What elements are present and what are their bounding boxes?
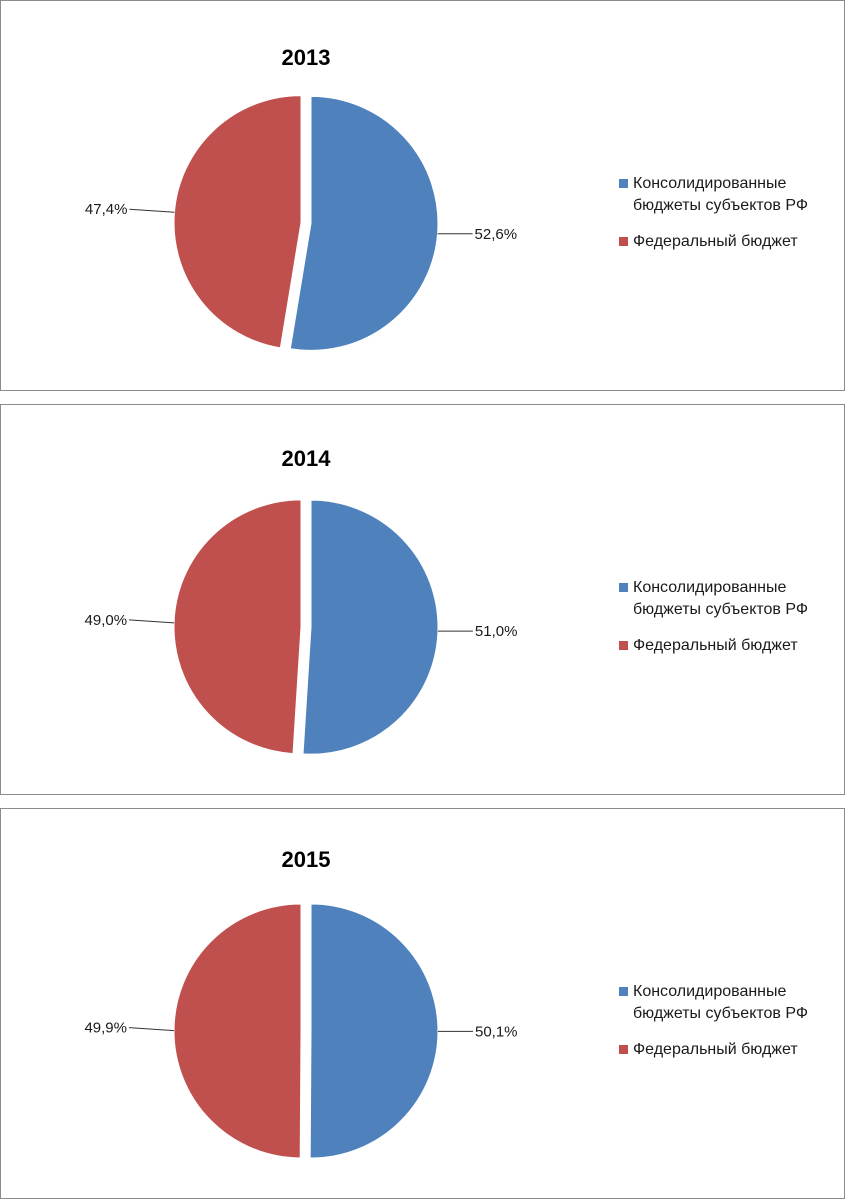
pie-slice-regional [309, 903, 439, 1159]
legend-swatch [619, 237, 628, 246]
legend-label: бюджеты субъектов РФ [633, 197, 809, 214]
legend-item-regional: Консолидированные бюджеты субъектов РФ [619, 173, 808, 217]
legend: Консолидированные бюджеты субъектов РФ Фе… [619, 981, 808, 1075]
legend: Консолидированные бюджеты субъектов РФ Фе… [619, 577, 808, 671]
chart-title: 2013 [281, 45, 331, 70]
pie-svg: 52,6% 47,4% [85, 95, 518, 351]
pie-svg: 50,1% 49,9% [84, 903, 518, 1159]
legend: Консолидированные бюджеты субъектов РФ Фе… [619, 173, 808, 267]
pie-slice-regional [289, 95, 439, 351]
legend-label: бюджеты субъектов РФ [633, 1005, 809, 1022]
legend-swatch [619, 641, 628, 650]
pie-chart-2014: 51,0% 49,0% 2014 Консолидированные бюджеты … [0, 404, 845, 795]
pie-slice-regional [302, 499, 439, 755]
legend-item-regional: Консолидированные бюджеты субъектов РФ [619, 981, 808, 1025]
legend-label: Консолидированные [633, 175, 787, 192]
legend-item-federal: Федеральный бюджет [619, 1039, 808, 1061]
pie-slice-federal [173, 499, 302, 755]
legend-label: бюджеты субъектов РФ [633, 601, 809, 618]
data-label: 47,4% [85, 201, 128, 218]
data-label: 49,9% [84, 1020, 127, 1037]
leader-line [129, 208, 175, 213]
legend-label: Консолидированные [633, 983, 787, 1000]
data-label: 50,1% [475, 1023, 518, 1040]
legend-item-federal: Федеральный бюджет [619, 231, 808, 253]
data-label: 49,0% [85, 612, 128, 629]
leader-line [128, 1027, 175, 1032]
pie-chart-2015: 50,1% 49,9% 2015 Консолидированные бюджеты … [0, 808, 845, 1199]
legend-label: Федеральный бюджет [633, 637, 798, 654]
pie-svg: 51,0% 49,0% [85, 499, 518, 755]
legend-swatch [619, 987, 628, 996]
pie-slice-federal [173, 903, 302, 1159]
data-label: 52,6% [475, 226, 518, 243]
legend-swatch [619, 583, 628, 592]
data-label: 51,0% [475, 623, 518, 640]
chart-title: 2015 [281, 847, 331, 872]
legend-swatch [619, 1045, 628, 1054]
legend-swatch [619, 179, 628, 188]
pie-chart-2013: 52,6% 47,4% 2013 Консолидированные бюджеты … [0, 0, 845, 391]
leader-line [129, 619, 175, 624]
chart-title: 2014 [281, 446, 331, 471]
legend-item-federal: Федеральный бюджет [619, 635, 808, 657]
legend-item-regional: Консолидированные бюджеты субъектов РФ [619, 577, 808, 621]
pie-slice-federal [173, 95, 302, 349]
legend-label: Консолидированные [633, 579, 787, 596]
legend-label: Федеральный бюджет [633, 1041, 798, 1058]
legend-label: Федеральный бюджет [633, 233, 798, 250]
